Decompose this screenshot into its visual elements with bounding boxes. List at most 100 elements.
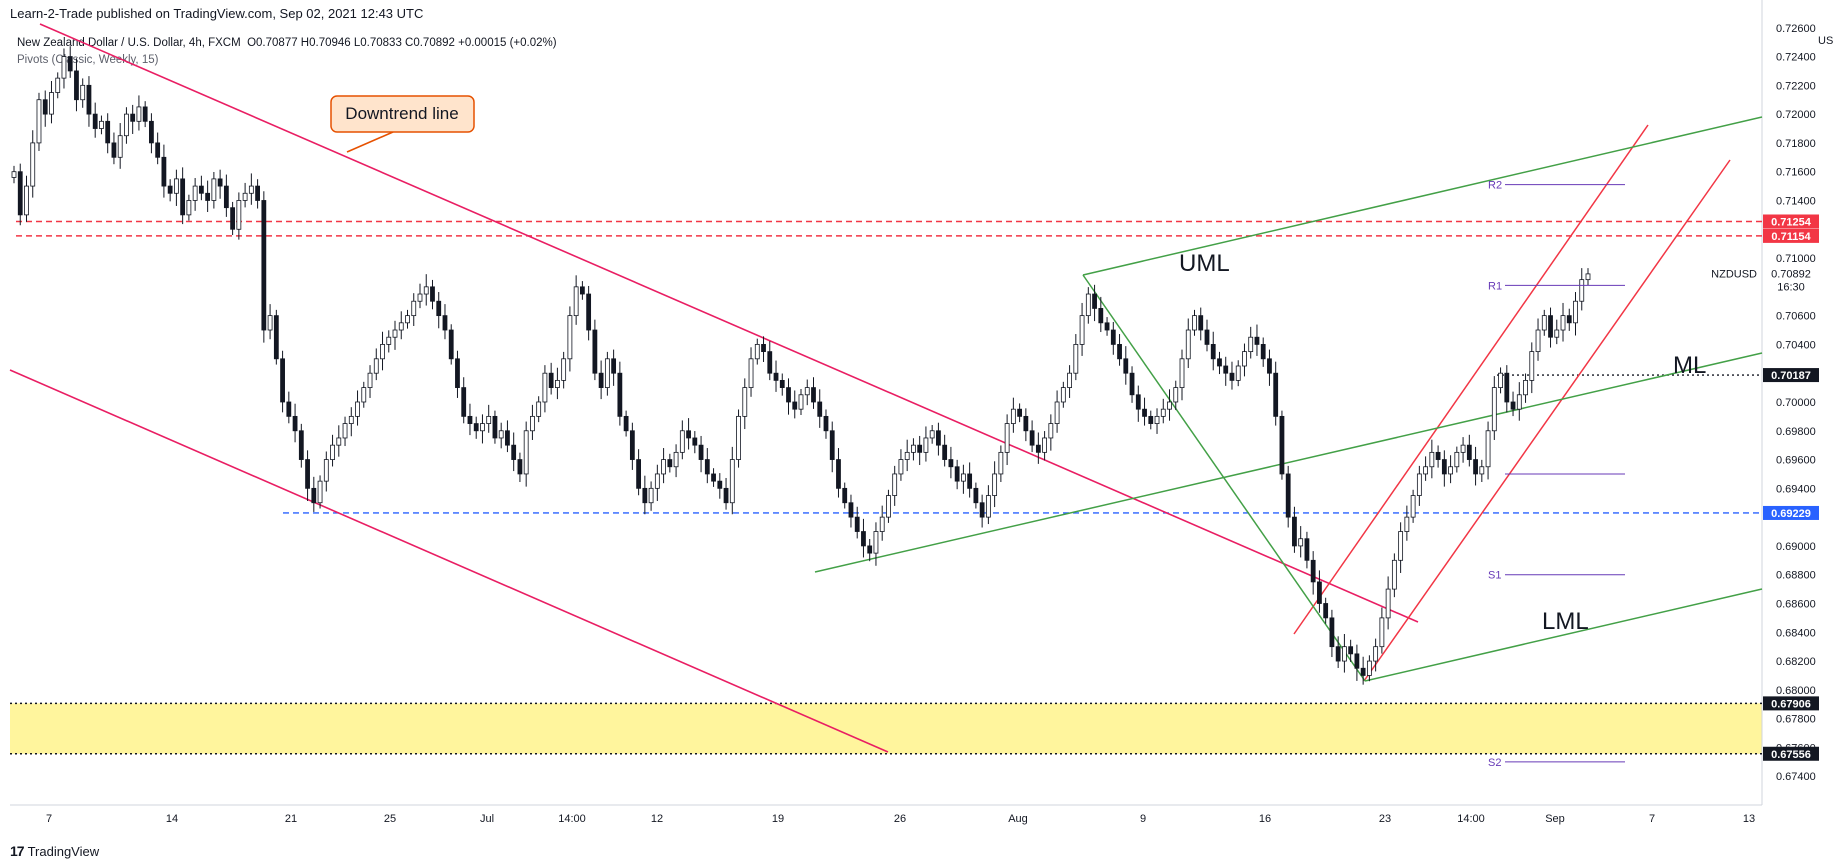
candle — [879, 505, 885, 541]
candle — [1042, 431, 1047, 461]
candle-body — [1179, 358, 1185, 388]
x-tick-label: Aug — [1008, 813, 1028, 825]
candle-body — [192, 185, 198, 201]
y-tick-label: 0.67400 — [1776, 771, 1816, 783]
candle-body — [267, 315, 273, 331]
downtrend-callout: Downtrend line — [330, 95, 475, 153]
candle-body — [1192, 315, 1197, 331]
lml-line — [1364, 588, 1763, 682]
x-tick-label: 23 — [1379, 813, 1391, 825]
candle — [1160, 398, 1166, 424]
candle — [1448, 455, 1453, 484]
price-badge-bg — [1763, 214, 1819, 229]
ascending-channel-upper — [1293, 124, 1649, 635]
candle — [230, 201, 236, 236]
candle-body — [611, 358, 617, 374]
candle-body — [829, 430, 835, 460]
candle — [1342, 634, 1347, 673]
candle — [548, 362, 554, 395]
symbol-label[interactable]: New Zealand Dollar / U.S. Dollar, 4h, FX… — [17, 37, 241, 49]
candle-body — [1354, 653, 1360, 669]
uml-label: UML — [1179, 250, 1230, 277]
candle-body — [1010, 408, 1016, 424]
candle — [836, 448, 841, 498]
candle — [985, 485, 991, 525]
candle — [1135, 385, 1141, 422]
candle — [848, 494, 854, 528]
x-tick-label: 21 — [285, 813, 297, 825]
candle — [1429, 439, 1435, 479]
y-tick-label: 0.68000 — [1776, 685, 1816, 697]
candle-body — [742, 387, 748, 417]
candle-body — [305, 459, 310, 489]
candle — [1491, 376, 1497, 440]
price-axis[interactable]: 0.72600 0.72400 0.72200 0.72000 0.71800 0.716… — [1711, 23, 1834, 783]
candle-body — [398, 322, 404, 331]
pivot-label: R2 — [1488, 180, 1502, 192]
candle-body — [1235, 365, 1241, 381]
candle-body — [423, 286, 429, 295]
candle — [742, 378, 748, 430]
candle — [1541, 309, 1547, 336]
x-tick-label: 14:00 — [1457, 813, 1485, 825]
tradingview-logo-icon[interactable]: 17 — [10, 843, 25, 859]
candle — [842, 482, 848, 509]
candle-body — [767, 351, 773, 374]
y-tick-label: 0.70000 — [1776, 397, 1816, 409]
candle-body — [773, 372, 779, 381]
candle — [804, 379, 810, 406]
candle — [1348, 639, 1354, 662]
candle — [1123, 346, 1129, 385]
candle — [1067, 365, 1072, 398]
candle-body — [854, 516, 860, 532]
y-tick-label: 0.69800 — [1776, 426, 1816, 438]
candle-body — [1323, 603, 1329, 619]
candle-body — [998, 451, 1004, 475]
ml-label: ML — [1673, 352, 1706, 379]
candle-body — [1167, 401, 1172, 410]
candle-body — [492, 415, 498, 439]
candle-body — [342, 423, 348, 439]
candle — [1535, 318, 1541, 361]
candle-body — [1285, 473, 1291, 518]
candle — [24, 175, 29, 222]
candle — [448, 324, 454, 365]
downtrend-label: Downtrend line — [345, 104, 458, 123]
ohlc-values: O0.70877 H0.70946 L0.70833 C0.70892 +0.0… — [247, 37, 557, 49]
candle — [1117, 334, 1122, 366]
candle-body — [442, 315, 448, 331]
candle-body — [523, 430, 529, 475]
candle — [261, 191, 267, 343]
candle-body — [1510, 401, 1516, 410]
candle-body — [105, 120, 111, 144]
candle-body — [417, 293, 423, 302]
candle — [1298, 526, 1304, 558]
x-tick-label: 16 — [1259, 813, 1271, 825]
candle-body — [879, 516, 885, 532]
support-zone — [10, 703, 1762, 754]
candle-body — [1460, 444, 1466, 453]
candle-body — [1242, 351, 1247, 367]
price-badge-bg — [1763, 505, 1819, 520]
y-tick-label: 0.68800 — [1776, 570, 1816, 582]
candle-body — [1129, 372, 1135, 396]
candle — [573, 275, 579, 325]
candle-body — [1423, 466, 1429, 475]
candle — [105, 113, 111, 154]
candle — [149, 113, 154, 154]
candle-body — [74, 70, 79, 101]
candle — [517, 452, 523, 483]
pivots-indicator-label[interactable]: Pivots (Classic, Weekly, 15) — [17, 54, 159, 66]
candle-body — [617, 372, 623, 417]
candle — [598, 360, 604, 400]
candle — [1248, 326, 1254, 359]
candle-body — [1079, 315, 1085, 345]
time-axis[interactable]: 7 14 21 25 Jul 14:00 12 19 26 Aug 9 16 23 14:00 Sep 7 13 — [46, 813, 1755, 825]
candle — [604, 351, 610, 396]
candle-body — [667, 459, 673, 468]
candle-body — [1260, 344, 1266, 360]
candle — [1466, 434, 1472, 467]
candle-body — [42, 99, 48, 115]
candle — [1435, 445, 1441, 468]
